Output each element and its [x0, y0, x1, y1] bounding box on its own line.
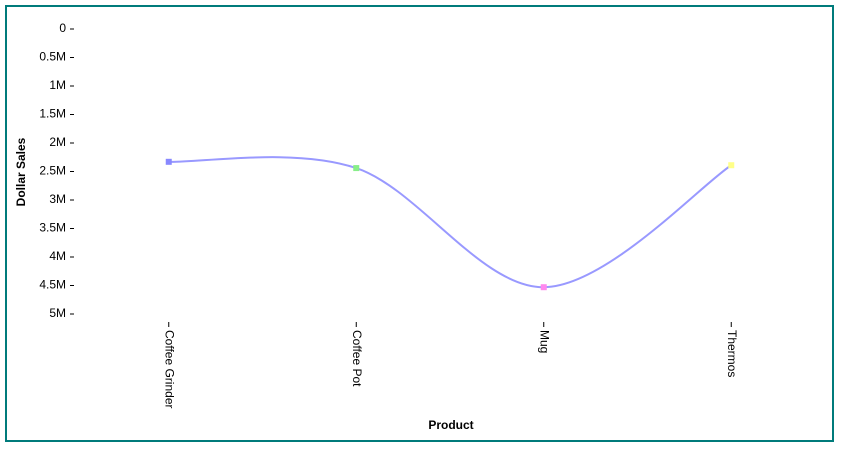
- y-tick-label: 2M: [49, 135, 66, 149]
- y-tick-label: 0: [59, 21, 66, 35]
- point: [165, 158, 172, 165]
- y-tick-label: 4M: [49, 249, 66, 263]
- frame: [5, 5, 834, 442]
- x-tick-label: Coffee Grinder: [163, 330, 177, 409]
- line: [168, 156, 732, 289]
- y-tick-label: 5M: [49, 306, 66, 320]
- point: [540, 284, 547, 291]
- x-tick-label: Thermos: [725, 330, 739, 377]
- y-tick-label: 1.5M: [39, 107, 66, 121]
- point: [353, 165, 360, 172]
- y-tick-label: 1M: [49, 78, 66, 92]
- y-tick-label: 4.5M: [39, 278, 66, 292]
- y-tick-label: 2.5M: [39, 164, 66, 178]
- y-tick-label: 0.5M: [39, 50, 66, 64]
- y-tick-label: 3.5M: [39, 221, 66, 235]
- x-tick-label: Mug: [538, 330, 552, 353]
- y-tick-label: 3M: [49, 192, 66, 206]
- y-axis-title: Dollar Sales: [14, 137, 28, 206]
- point: [728, 162, 735, 169]
- x-axis-title: Product: [428, 418, 473, 432]
- x-tick-label: Coffee Pot: [350, 330, 364, 387]
